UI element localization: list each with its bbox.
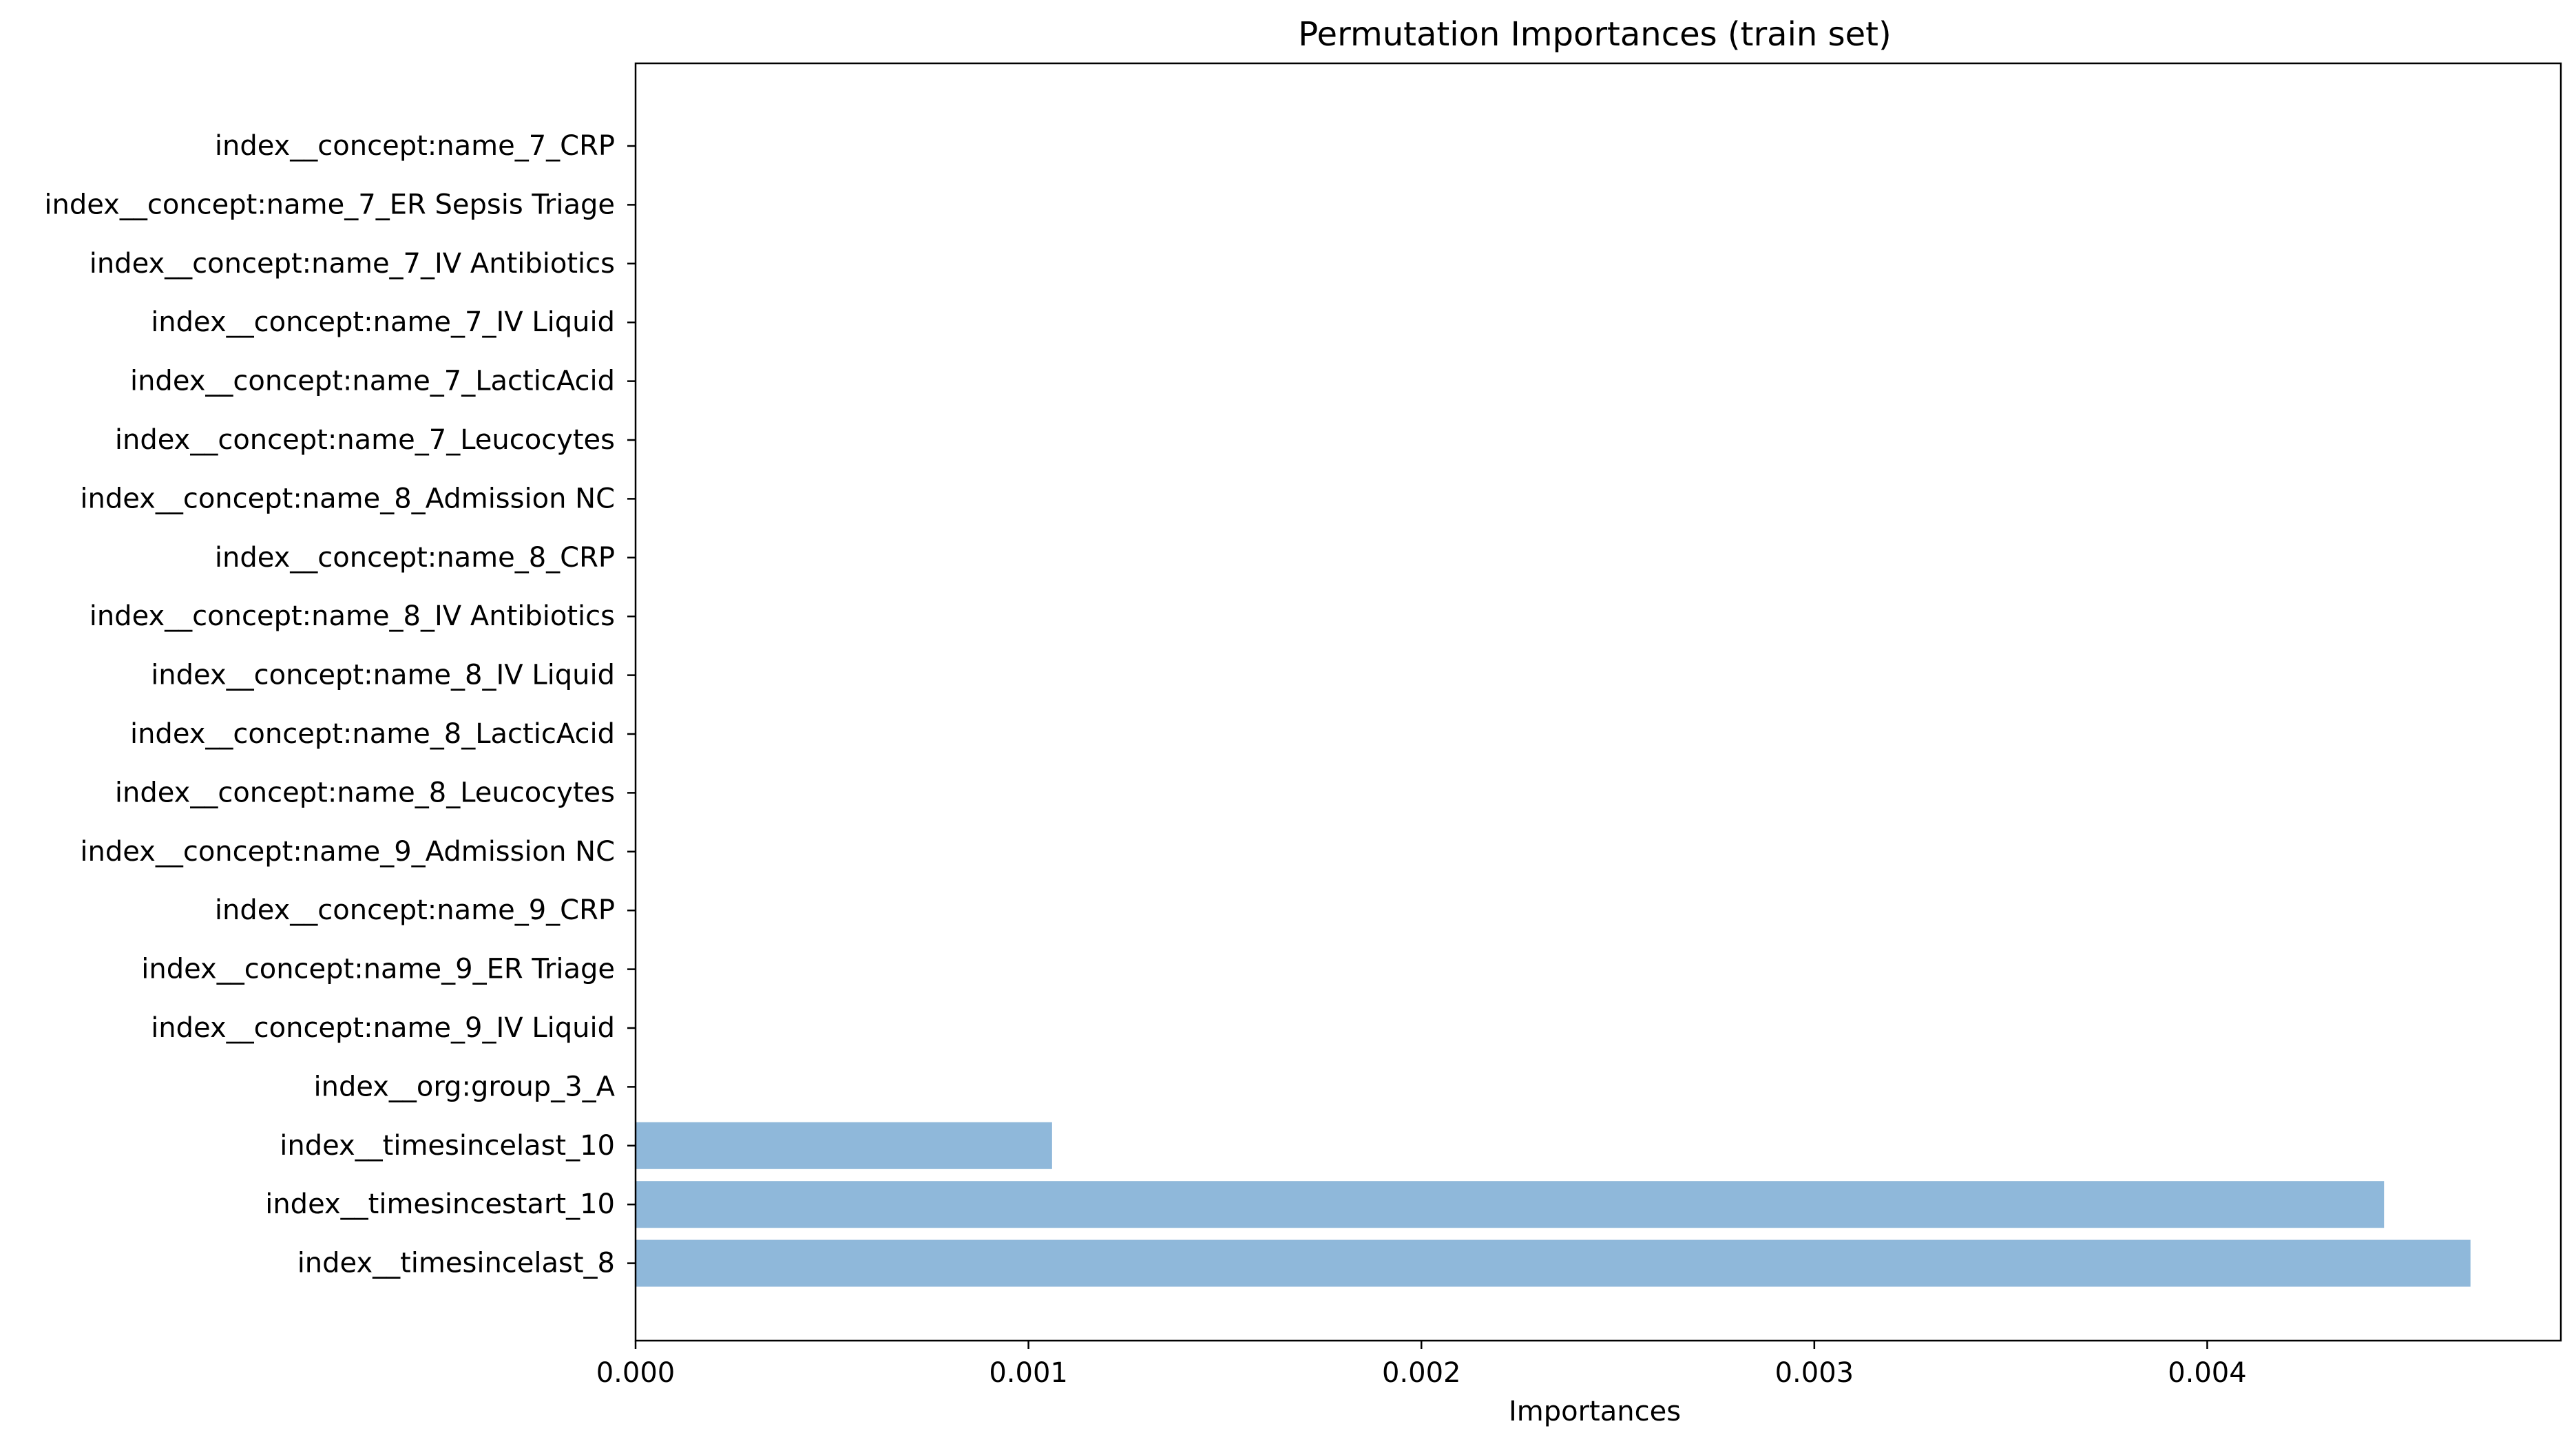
y-tick-label: index__concept:name_8_CRP	[215, 542, 615, 574]
chart-title: Permutation Importances (train set)	[1298, 15, 1891, 54]
x-tick-label: 0.003	[1775, 1357, 1854, 1389]
x-tick-label: 0.000	[596, 1357, 676, 1389]
y-tick-label: index__concept:name_7_IV Antibiotics	[90, 248, 615, 280]
y-tick-label: index__concept:name_7_Leucocytes	[115, 424, 615, 456]
y-tick-label: index__concept:name_8_Leucocytes	[115, 777, 615, 808]
y-tick-label: index__timesincelast_8	[297, 1248, 615, 1279]
y-tick-label: index__org:group_3_A	[314, 1071, 616, 1102]
y-tick-label: index__concept:name_7_ER Sepsis Triage	[44, 189, 615, 220]
y-tick-label: index__concept:name_9_IV Liquid	[151, 1012, 615, 1044]
y-tick-label: index__concept:name_8_Admission NC	[80, 483, 615, 514]
y-tick-label: index__concept:name_7_IV Liquid	[151, 306, 615, 338]
bars-group	[636, 1122, 2471, 1287]
bar	[636, 1122, 1052, 1169]
plot-frame	[634, 62, 2562, 1342]
x-axis-label: Importances	[1509, 1396, 1681, 1427]
x-tick-label: 0.004	[2168, 1357, 2247, 1389]
y-tick-label: index__concept:name_8_IV Antibiotics	[90, 600, 615, 632]
x-ticks: 0.000 0.001 0.002 0.003 0.004	[596, 1341, 2247, 1389]
y-tick-label: index__concept:name_8_LacticAcid	[130, 718, 615, 750]
x-tick-label: 0.002	[1382, 1357, 1461, 1389]
y-tick-labels: index__concept:name_7_CRP index__concept:…	[44, 130, 636, 1279]
y-tick-label: index__concept:name_9_ER Triage	[141, 954, 615, 985]
bar	[636, 1181, 2385, 1228]
y-tick-label: index__timesincestart_10	[265, 1188, 615, 1220]
bar	[636, 1239, 2471, 1287]
y-tick-label: index__concept:name_8_IV Liquid	[151, 660, 615, 691]
y-tick-label: index__timesincelast_10	[280, 1130, 615, 1162]
x-tick-label: 0.001	[989, 1357, 1068, 1389]
y-tick-label: index__concept:name_7_LacticAcid	[130, 366, 615, 397]
y-tick-label: index__concept:name_9_CRP	[215, 894, 615, 926]
y-tick-label: index__concept:name_7_CRP	[215, 130, 615, 162]
y-tick-label: index__concept:name_9_Admission NC	[80, 836, 615, 868]
